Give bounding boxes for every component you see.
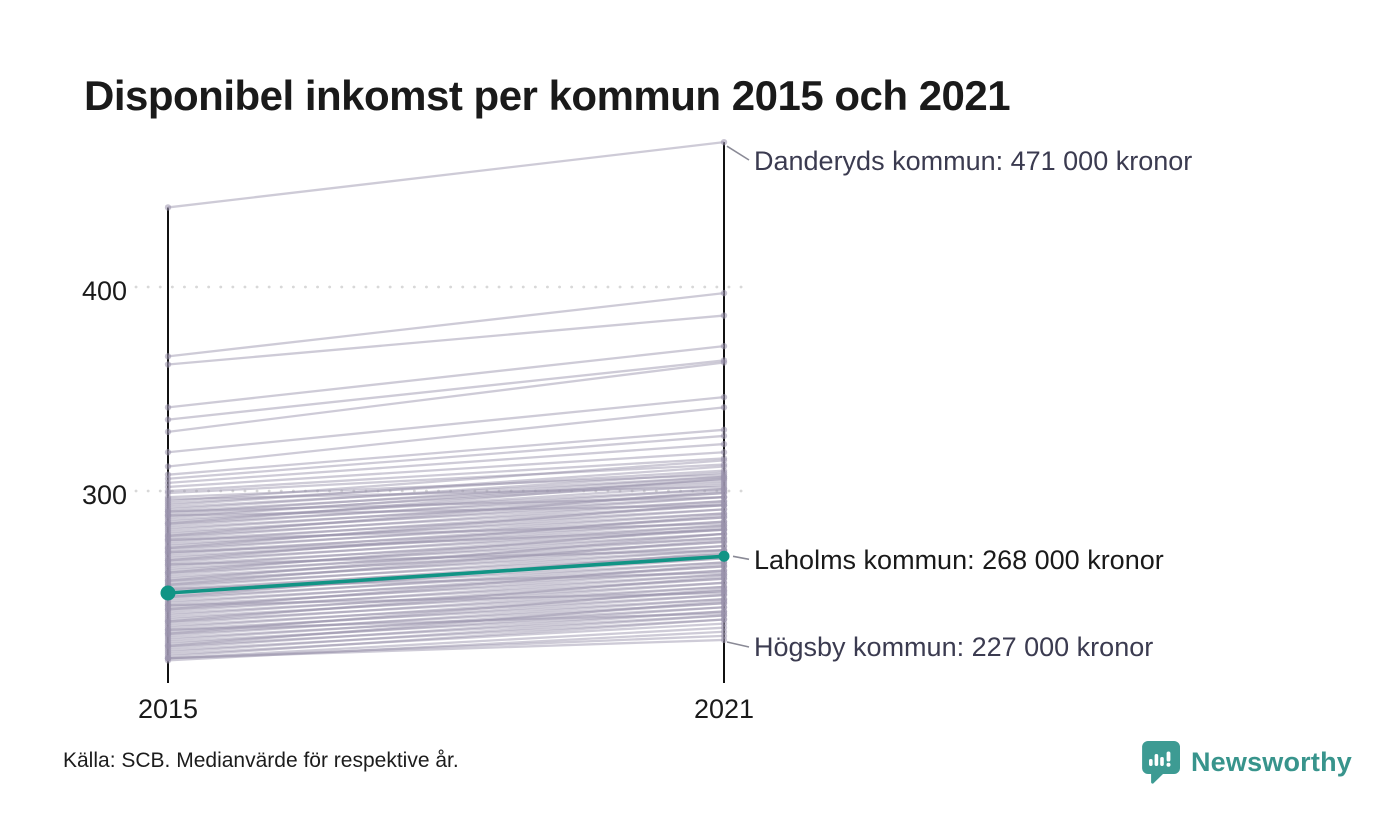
annotation-laholm: Laholms kommun: 268 000 kronor (754, 545, 1164, 575)
x-tick-label-2015: 2015 (137, 694, 199, 724)
annotation-hogsby: Högsby kommun: 227 000 kronor (754, 632, 1154, 662)
newsworthy-bubble-icon (1142, 741, 1180, 784)
newsworthy-wordmark: Newsworthy (1190, 746, 1352, 777)
y-tick-label-400: 400 (81, 276, 127, 306)
x-tick-label-2021: 2021 (693, 694, 755, 724)
y-tick-label-300: 300 (81, 480, 127, 510)
newsworthy-logo: Newsworthy (1141, 740, 1352, 784)
page-title: Disponibel inkomst per kommun 2015 och 2… (84, 72, 1011, 119)
source-note: Källa: SCB. Medianvärde för respektive å… (63, 749, 459, 772)
annotation-danderyd: Danderyds kommun: 471 000 kronor (754, 146, 1193, 176)
